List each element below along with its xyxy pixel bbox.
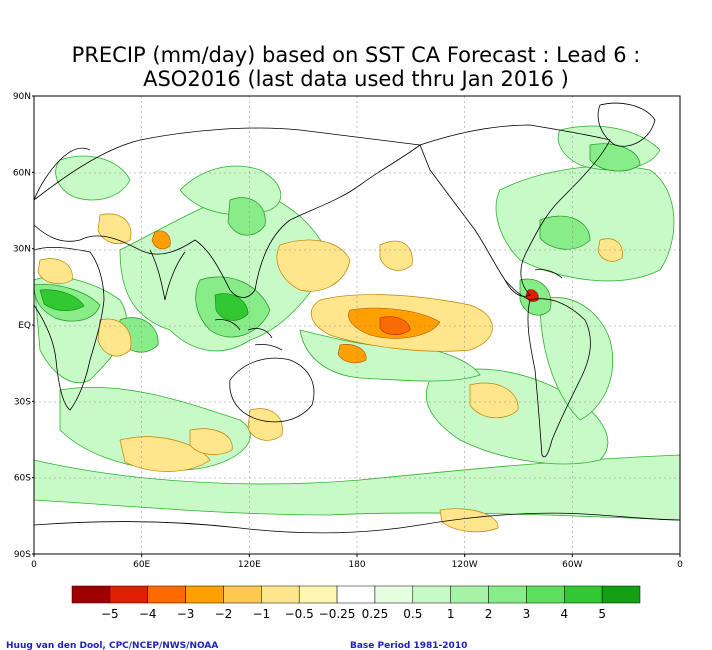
lon-tick-label: 120W [452,560,478,570]
wet-region-mid [227,197,266,236]
colorbar-swatch [450,585,489,604]
colorbar-swatch [601,585,641,604]
wet-region-light [55,155,131,201]
colorbar-swatch [488,585,527,604]
colorbar-label: 3 [523,607,531,621]
dry-region-light [119,436,211,472]
colorbar-swatch [71,585,111,604]
lon-tick-label: 0 [677,560,683,570]
wet-region-strong [214,293,249,321]
dry-region-mid [151,230,171,250]
title-line-1: PRECIP (mm/day) based on SST CA Forecast… [72,43,641,67]
lat-tick-label: 60S [14,474,31,484]
wet-region-strong [39,289,85,311]
colorbar-swatch [261,585,300,604]
credit-base-period: Base Period 1981-2010 [350,641,467,650]
australia-outline [229,357,315,423]
dry-region-mid [337,344,367,364]
lon-tick-label: 60E [133,560,150,570]
dry-region-light [189,428,233,455]
wet-region-light [539,297,614,421]
antarctica-outline [33,512,681,534]
colorbar-swatch [564,585,603,604]
wet-region-mid [539,215,591,250]
europe-outline [33,147,91,201]
lat-tick-label: EQ [18,321,31,331]
colorbar-swatch [223,585,262,604]
title-line-2: ASO2016 (last data used thru Jan 2016 ) [143,67,569,91]
lat-tick-label: 30S [14,397,31,407]
colorbar-label: 0.25 [362,607,389,621]
dry-region-light [97,318,132,357]
lat-tick-label: 90N [13,92,31,102]
colorbar-swatch [526,585,565,604]
dry-region-light [276,239,351,292]
africa-outline [33,246,105,411]
colorbar-label: −0.25 [319,607,356,621]
lon-tick-label: 180 [348,560,365,570]
lat-tick-label: 90S [14,550,31,560]
lon-tick-label: 120E [238,560,261,570]
colorbar-label: −3 [177,607,195,621]
dry-region-light [37,258,73,284]
indonesia-outline [214,319,283,351]
dry-region-light [469,382,519,418]
colorbar-label: 2 [485,607,493,621]
colorbar-legend: −5 −4 −3 −2 −1 −0.5 −0.25 0.25 0.5 1 2 3 4 5 [71,585,641,621]
lat-tick-label: 60N [13,168,31,178]
colorbar-label: −2 [215,607,233,621]
colorbar-label: −5 [101,607,119,621]
central-america-outline [504,269,563,301]
lat-tick-label: 30N [13,245,31,255]
india-outline [149,249,186,301]
dry-region-strong [379,316,411,335]
colorbar-swatch [147,585,186,604]
credit-author: Huug van den Dool, CPC/NCEP/NWS/NOAA [6,641,218,650]
north-america-outline [419,124,611,297]
dry-region-light [379,240,413,271]
dry-region-light [247,408,283,441]
colorbar-label: −0.5 [285,607,314,621]
continent-outlines [33,102,681,534]
lon-tick-label: 0 [31,560,37,570]
greenland-outline [597,102,656,147]
south-america-outline [527,298,591,458]
colorbar-swatch [298,585,338,604]
colorbar-label: −4 [139,607,157,621]
colorbar-label: 0.5 [403,607,422,621]
wet-region-mid [589,143,641,172]
dry-region-light [439,508,499,533]
lon-tick-label: 60W [562,560,582,570]
colorbar-label: 4 [560,607,568,621]
colorbar-label: 1 [447,607,455,621]
colorbar-swatch [185,585,224,604]
colorbar-swatch [336,585,376,604]
colorbar-swatch [109,585,148,604]
colorbar-label: 5 [598,607,606,621]
colorbar-swatch [412,585,451,604]
colorbar-swatch [374,585,414,604]
colorbar-label: −1 [252,607,270,621]
graticule [34,96,680,554]
